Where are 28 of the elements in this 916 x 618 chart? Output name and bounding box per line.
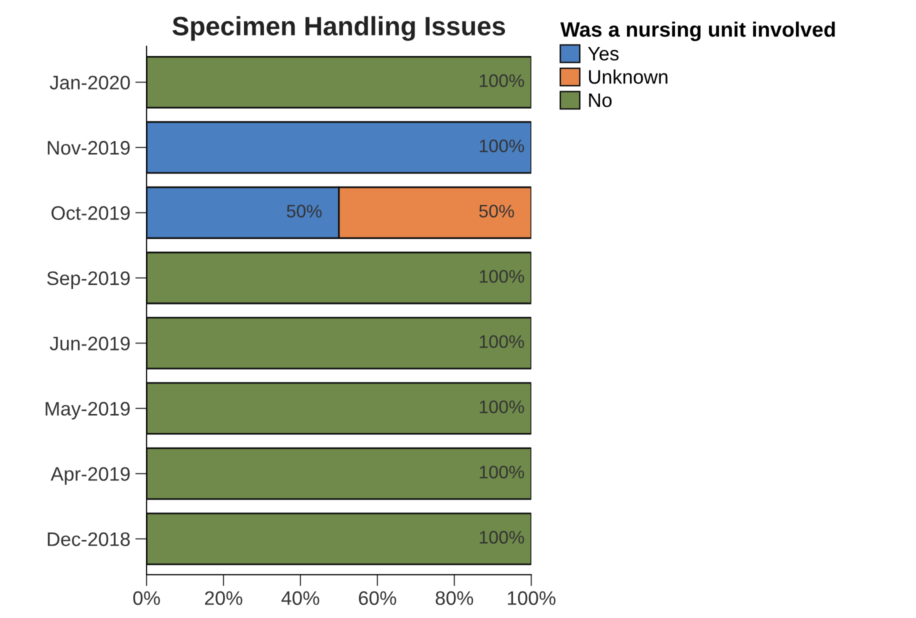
data-label: 50% [286, 204, 322, 218]
legend-label: Unknown [589, 70, 668, 84]
data-label: 50% [479, 204, 514, 218]
data-label: 100% [480, 466, 524, 478]
y-tick-label: Sep-2019 [47, 271, 130, 290]
legend-label: Yes [588, 46, 619, 61]
x-tick-label: 40% [281, 591, 320, 605]
y-tick-label: Jun-2019 [50, 336, 130, 350]
y-tick-label: May-2019 [46, 402, 130, 420]
x-tick-label: 60% [358, 591, 396, 605]
data-label: 100% [480, 140, 524, 152]
y-tick-label: Apr-2019 [50, 467, 130, 485]
x-tick-label: 0% [133, 591, 160, 605]
y-tick-label: Oct-2019 [52, 206, 130, 220]
legend-title: Was a nursing unit involved [560, 22, 835, 42]
data-label: 100% [480, 270, 524, 283]
data-label: 100% [480, 74, 524, 88]
y-tick-label: Dec-2018 [48, 532, 130, 546]
data-label: 100% [480, 335, 524, 348]
x-tick-label: 80% [436, 591, 474, 605]
x-tick-label: 20% [205, 591, 242, 605]
data-label: 100% [480, 400, 524, 414]
data-label: 100% [480, 530, 524, 544]
chart-title: Specimen Handling Issues [172, 16, 506, 41]
y-tick-label: Jan-2020 [50, 76, 130, 90]
x-tick-label: 100% [508, 591, 556, 605]
legend-label: No [589, 94, 612, 108]
y-tick-label: Nov-2019 [48, 140, 130, 155]
